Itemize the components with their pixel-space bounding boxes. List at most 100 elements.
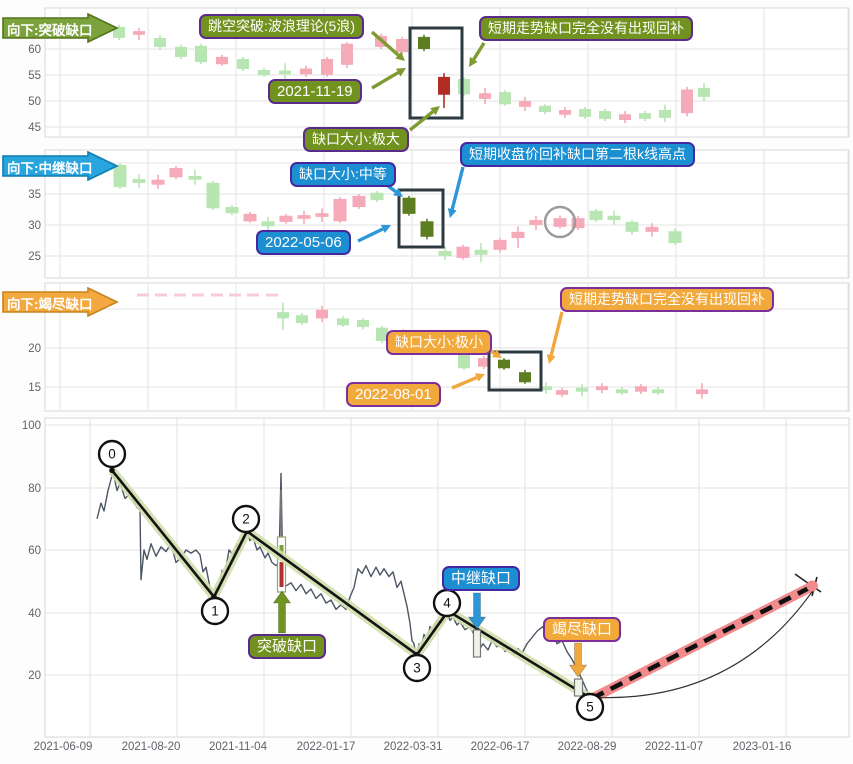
candle-body bbox=[175, 46, 187, 57]
pointer-arrow-head bbox=[395, 51, 405, 61]
wave-number-label: 2 bbox=[242, 512, 250, 527]
candle-body bbox=[206, 182, 220, 209]
candle-body bbox=[418, 36, 430, 49]
candle-body bbox=[493, 239, 507, 250]
annotation-no-fill-p1: 短期走势缺口完全没有出现回补 bbox=[479, 16, 693, 41]
candle-body bbox=[625, 221, 639, 232]
wave-number-circle bbox=[402, 653, 432, 683]
candle-body bbox=[216, 56, 228, 65]
gap-highlight-box bbox=[487, 350, 543, 392]
clipped-candle-dash bbox=[137, 293, 149, 297]
candle-body bbox=[438, 251, 452, 256]
candle-body bbox=[539, 105, 551, 113]
pointer-arrow-head bbox=[447, 208, 457, 218]
candle-body bbox=[279, 70, 291, 75]
y-tick-label: 45 bbox=[28, 122, 41, 134]
y-tick-label: 40 bbox=[28, 608, 41, 620]
x-tick-label: 2021-11-04 bbox=[209, 741, 268, 753]
panel3-banner-label: 向下:竭尽缺口 bbox=[7, 297, 93, 312]
y-tick-label: 15 bbox=[28, 382, 41, 394]
pointer-arrow bbox=[370, 30, 400, 57]
candle-body bbox=[458, 355, 470, 369]
candle-body bbox=[225, 207, 239, 214]
y-tick-label: 60 bbox=[28, 44, 41, 56]
candle-body bbox=[321, 58, 333, 75]
candle-body bbox=[559, 110, 571, 115]
clipped-candle-dash bbox=[155, 293, 167, 297]
candle-body bbox=[133, 31, 145, 35]
candle-body bbox=[456, 246, 470, 258]
y-tick-label: 30 bbox=[28, 220, 41, 232]
banner-arrow-shape bbox=[2, 13, 119, 43]
candle-body bbox=[479, 93, 491, 99]
candle-body bbox=[169, 167, 183, 178]
x-tick-label: 2022-06-17 bbox=[471, 741, 530, 753]
wave-number-label: 4 bbox=[443, 596, 451, 611]
candle-body bbox=[499, 92, 511, 105]
wave-number-label: 3 bbox=[413, 661, 421, 676]
candle-body bbox=[113, 164, 127, 188]
block-arrow bbox=[272, 590, 292, 634]
candle-body bbox=[474, 249, 488, 255]
annotation-gap-size-p3: 缺口大小:极小 bbox=[386, 330, 492, 355]
annotation-gap-date-p2: 2022-05-06 bbox=[256, 230, 351, 255]
candle-body bbox=[132, 179, 146, 183]
annotation-exhaustion-gap: 竭尽缺口 bbox=[543, 617, 622, 642]
candle-body bbox=[589, 210, 603, 221]
annotation-jump-breakout: 跳空突破:波浪理论(5浪) bbox=[199, 14, 364, 39]
candle-body bbox=[277, 312, 289, 319]
annotation-continuation-gap: 中继缺口 bbox=[442, 566, 521, 591]
candle-body bbox=[438, 76, 450, 95]
pointer-arrow bbox=[408, 110, 435, 132]
candle-body bbox=[519, 372, 531, 383]
candle-body bbox=[652, 389, 664, 394]
x-tick-label: 2021-08-20 bbox=[122, 741, 181, 753]
clipped-candle-dash bbox=[229, 293, 241, 297]
gap-highlight-box bbox=[397, 188, 445, 249]
candle-body bbox=[458, 78, 470, 95]
annotation-fill-rule-p2: 短期收盘价回补缺口第二根k线高点 bbox=[460, 142, 695, 167]
candle-body bbox=[154, 37, 166, 47]
clipped-candle-dash bbox=[192, 293, 204, 297]
candle-body bbox=[297, 215, 311, 219]
wave-anchor-dot bbox=[109, 467, 115, 474]
y-tick-label: 25 bbox=[28, 251, 41, 263]
block-arrow bbox=[467, 592, 487, 630]
pointer-arrow-head bbox=[546, 354, 556, 364]
candle-body bbox=[553, 218, 567, 227]
candle-body bbox=[341, 43, 353, 65]
annotation-breakaway-gap: 突破缺口 bbox=[248, 634, 327, 659]
pointer-arrow bbox=[451, 375, 478, 390]
candle-body bbox=[478, 358, 490, 367]
candle-body bbox=[698, 87, 710, 97]
candle-body bbox=[645, 226, 659, 232]
pointer-arrow-head bbox=[380, 224, 391, 233]
pointer-arrow-head bbox=[469, 56, 478, 67]
candle-body bbox=[571, 218, 585, 229]
candle-body bbox=[396, 39, 408, 53]
candle-body bbox=[113, 26, 125, 38]
candle-body bbox=[498, 359, 510, 369]
clipped-candle-dash bbox=[174, 293, 186, 297]
x-tick-label: 2023-01-16 bbox=[733, 741, 792, 753]
gap-highlight-box bbox=[408, 26, 464, 120]
forecast-end-dot bbox=[806, 580, 818, 592]
y-tick-label: 20 bbox=[28, 670, 41, 682]
annotation-gap-size-p2: 缺口大小:中等 bbox=[290, 162, 396, 187]
gap-candle-red bbox=[279, 562, 284, 587]
wave-number-circle bbox=[231, 504, 261, 534]
y-tick-label: 100 bbox=[22, 420, 41, 432]
candle-body bbox=[279, 215, 293, 222]
candle-body bbox=[529, 220, 543, 225]
y-tick-label: 35 bbox=[28, 189, 41, 201]
wave-number-circle bbox=[575, 692, 605, 722]
annotation-gap-size-p1: 缺口大小:极大 bbox=[303, 127, 409, 152]
wave-number-label: 0 bbox=[108, 447, 116, 462]
y-tick-label: 55 bbox=[28, 70, 41, 82]
candle-body bbox=[579, 108, 591, 117]
continuation-gap-marker bbox=[472, 629, 482, 658]
annotation-gap-date-p3: 2022-08-01 bbox=[346, 382, 441, 407]
candle-body bbox=[243, 213, 257, 222]
wave-number-label: 5 bbox=[586, 700, 594, 715]
candle-body bbox=[616, 389, 628, 394]
